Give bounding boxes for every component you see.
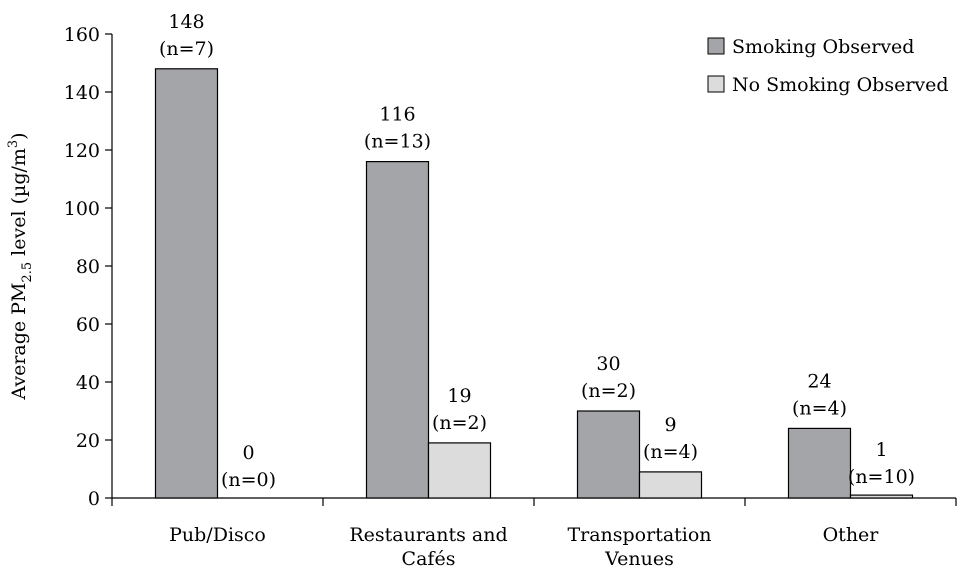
bar-value-label: 1 bbox=[875, 439, 887, 461]
bar-value-label: 0 bbox=[242, 442, 254, 464]
y-tick-label: 100 bbox=[64, 198, 100, 220]
bar-value-label: 148 bbox=[168, 11, 204, 33]
legend-label-no-smoking: No Smoking Observed bbox=[732, 74, 949, 96]
bar-smoking bbox=[787, 427, 852, 499]
bar-smoking bbox=[365, 161, 430, 499]
y-axis: 0 20 40 60 80 100 120 140 160 Average PM2.5 leve… bbox=[6, 24, 113, 510]
bar-n-label: (n=2) bbox=[432, 412, 487, 434]
y-axis-label: Average PM2.5 level (µg/m3) bbox=[6, 132, 35, 400]
bar-no-smoking bbox=[427, 442, 492, 499]
legend-swatch-smoking bbox=[707, 37, 725, 55]
x-tick-label-line: Other bbox=[823, 524, 880, 546]
x-tick-label: Transportation Venues bbox=[567, 524, 711, 570]
x-axis-ticks bbox=[111, 498, 957, 506]
legend-label-smoking: Smoking Observed bbox=[732, 36, 914, 58]
bar-labels: 148 (n=7) 0 (n=0) 116 (n=13) 19 (n=2) 30 (n=2) 9 (n… bbox=[159, 11, 915, 491]
y-tick-label: 60 bbox=[76, 314, 100, 336]
y-axis-label-suffix: ) bbox=[8, 132, 30, 139]
bar-n-label: (n=0) bbox=[221, 469, 276, 491]
y-tick-label: 80 bbox=[76, 256, 100, 278]
bar-value-label: 30 bbox=[596, 353, 620, 375]
y-axis-label-superscript: 3 bbox=[6, 140, 21, 148]
bar-value-label: 116 bbox=[379, 104, 415, 126]
y-tick-label: 40 bbox=[76, 372, 100, 394]
y-tick-label: 20 bbox=[76, 430, 100, 452]
bar-n-label: (n=2) bbox=[581, 380, 636, 402]
legend-swatch-no-smoking bbox=[707, 75, 725, 93]
x-tick-label: Other bbox=[823, 524, 880, 546]
x-tick-label-line: Venues bbox=[604, 548, 674, 570]
y-axis-label-subscript: 2.5 bbox=[20, 262, 35, 283]
x-axis-labels: Pub/Disco Restaurants and Cafés Transportat… bbox=[169, 524, 879, 570]
x-tick-label-line: Transportation bbox=[567, 524, 711, 546]
x-tick-label: Pub/Disco bbox=[169, 524, 266, 546]
bar-n-label: (n=4) bbox=[643, 441, 698, 463]
y-axis-label-middle: level (µg/m bbox=[8, 148, 30, 262]
x-tick-label-line: Restaurants and bbox=[349, 524, 507, 546]
bar-smoking bbox=[576, 410, 641, 499]
y-tick-label: 160 bbox=[64, 24, 100, 46]
bar-no-smoking bbox=[638, 471, 703, 499]
x-tick-label-line: Pub/Disco bbox=[169, 524, 266, 546]
legend: Smoking Observed No Smoking Observed bbox=[707, 36, 949, 96]
y-axis-label-prefix: Average PM bbox=[8, 283, 30, 401]
bar-n-label: (n=7) bbox=[159, 38, 214, 60]
bar-value-label: 24 bbox=[807, 370, 831, 392]
bar-smoking bbox=[154, 68, 219, 499]
y-tick-label: 140 bbox=[64, 82, 100, 104]
bar-no-smoking bbox=[849, 494, 914, 499]
y-tick-label: 0 bbox=[88, 488, 100, 510]
bar-n-label: (n=10) bbox=[848, 466, 915, 488]
bar-n-label: (n=13) bbox=[364, 131, 431, 153]
x-axis: Pub/Disco Restaurants and Cafés Transportat… bbox=[111, 497, 957, 570]
bar-value-label: 19 bbox=[447, 385, 471, 407]
y-tick-label: 120 bbox=[64, 140, 100, 162]
y-axis-ticks: 0 20 40 60 80 100 120 140 160 bbox=[64, 24, 112, 510]
bar-n-label: (n=4) bbox=[792, 397, 847, 419]
bars bbox=[154, 68, 914, 499]
bar-value-label: 9 bbox=[664, 414, 676, 436]
x-tick-label-line: Cafés bbox=[402, 548, 456, 570]
x-tick-label: Restaurants and Cafés bbox=[349, 524, 507, 570]
